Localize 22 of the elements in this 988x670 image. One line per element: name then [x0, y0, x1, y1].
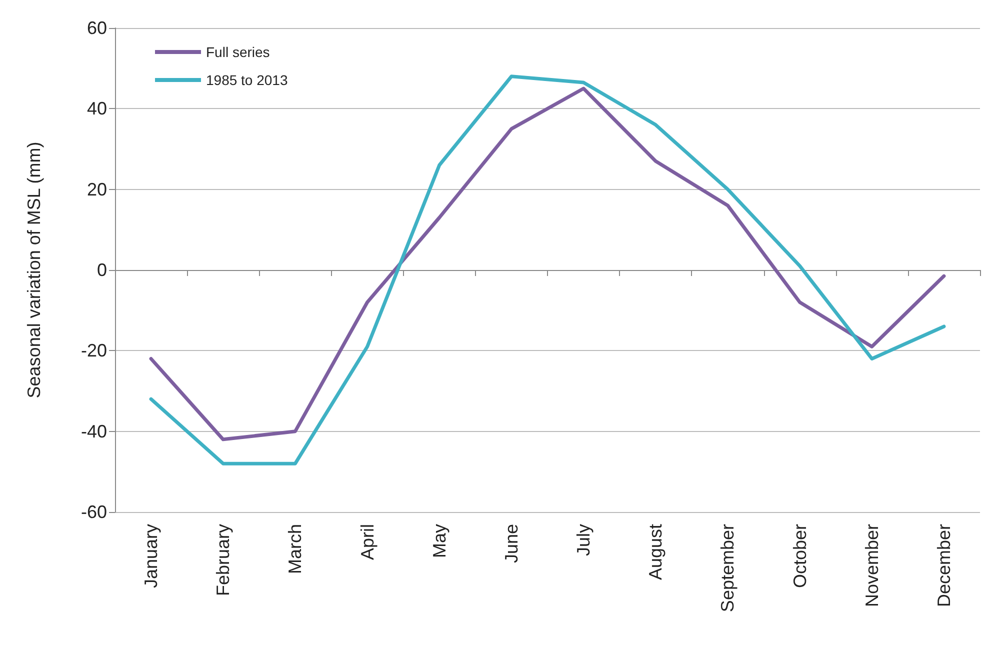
- x-tick-label: June: [501, 524, 522, 564]
- x-tick-label: April: [357, 524, 378, 560]
- y-tick-label: 0: [96, 260, 107, 280]
- x-tick-label: August: [646, 524, 666, 580]
- x-tick-label: December: [934, 524, 954, 608]
- x-tick-label: September: [718, 524, 738, 612]
- x-tick-label: November: [862, 524, 882, 608]
- y-tick-label: 60: [86, 18, 107, 38]
- y-tick-label: -20: [80, 340, 107, 361]
- legend-label: Full series: [206, 44, 270, 60]
- x-tick-label: October: [790, 524, 810, 588]
- x-tick-label: February: [213, 524, 234, 596]
- y-tick-label: 40: [86, 98, 107, 119]
- legend-label: 1985 to 2013: [206, 72, 288, 88]
- y-tick-label: 20: [86, 179, 107, 200]
- x-tick-label: January: [141, 524, 162, 588]
- y-tick-label: -40: [80, 421, 107, 442]
- x-tick-label: July: [574, 524, 594, 556]
- y-axis-title: Seasonal variation of MSL (mm): [24, 142, 44, 398]
- y-tick-label: -60: [80, 502, 107, 522]
- x-tick-label: May: [429, 524, 450, 558]
- x-tick-label: March: [285, 524, 306, 574]
